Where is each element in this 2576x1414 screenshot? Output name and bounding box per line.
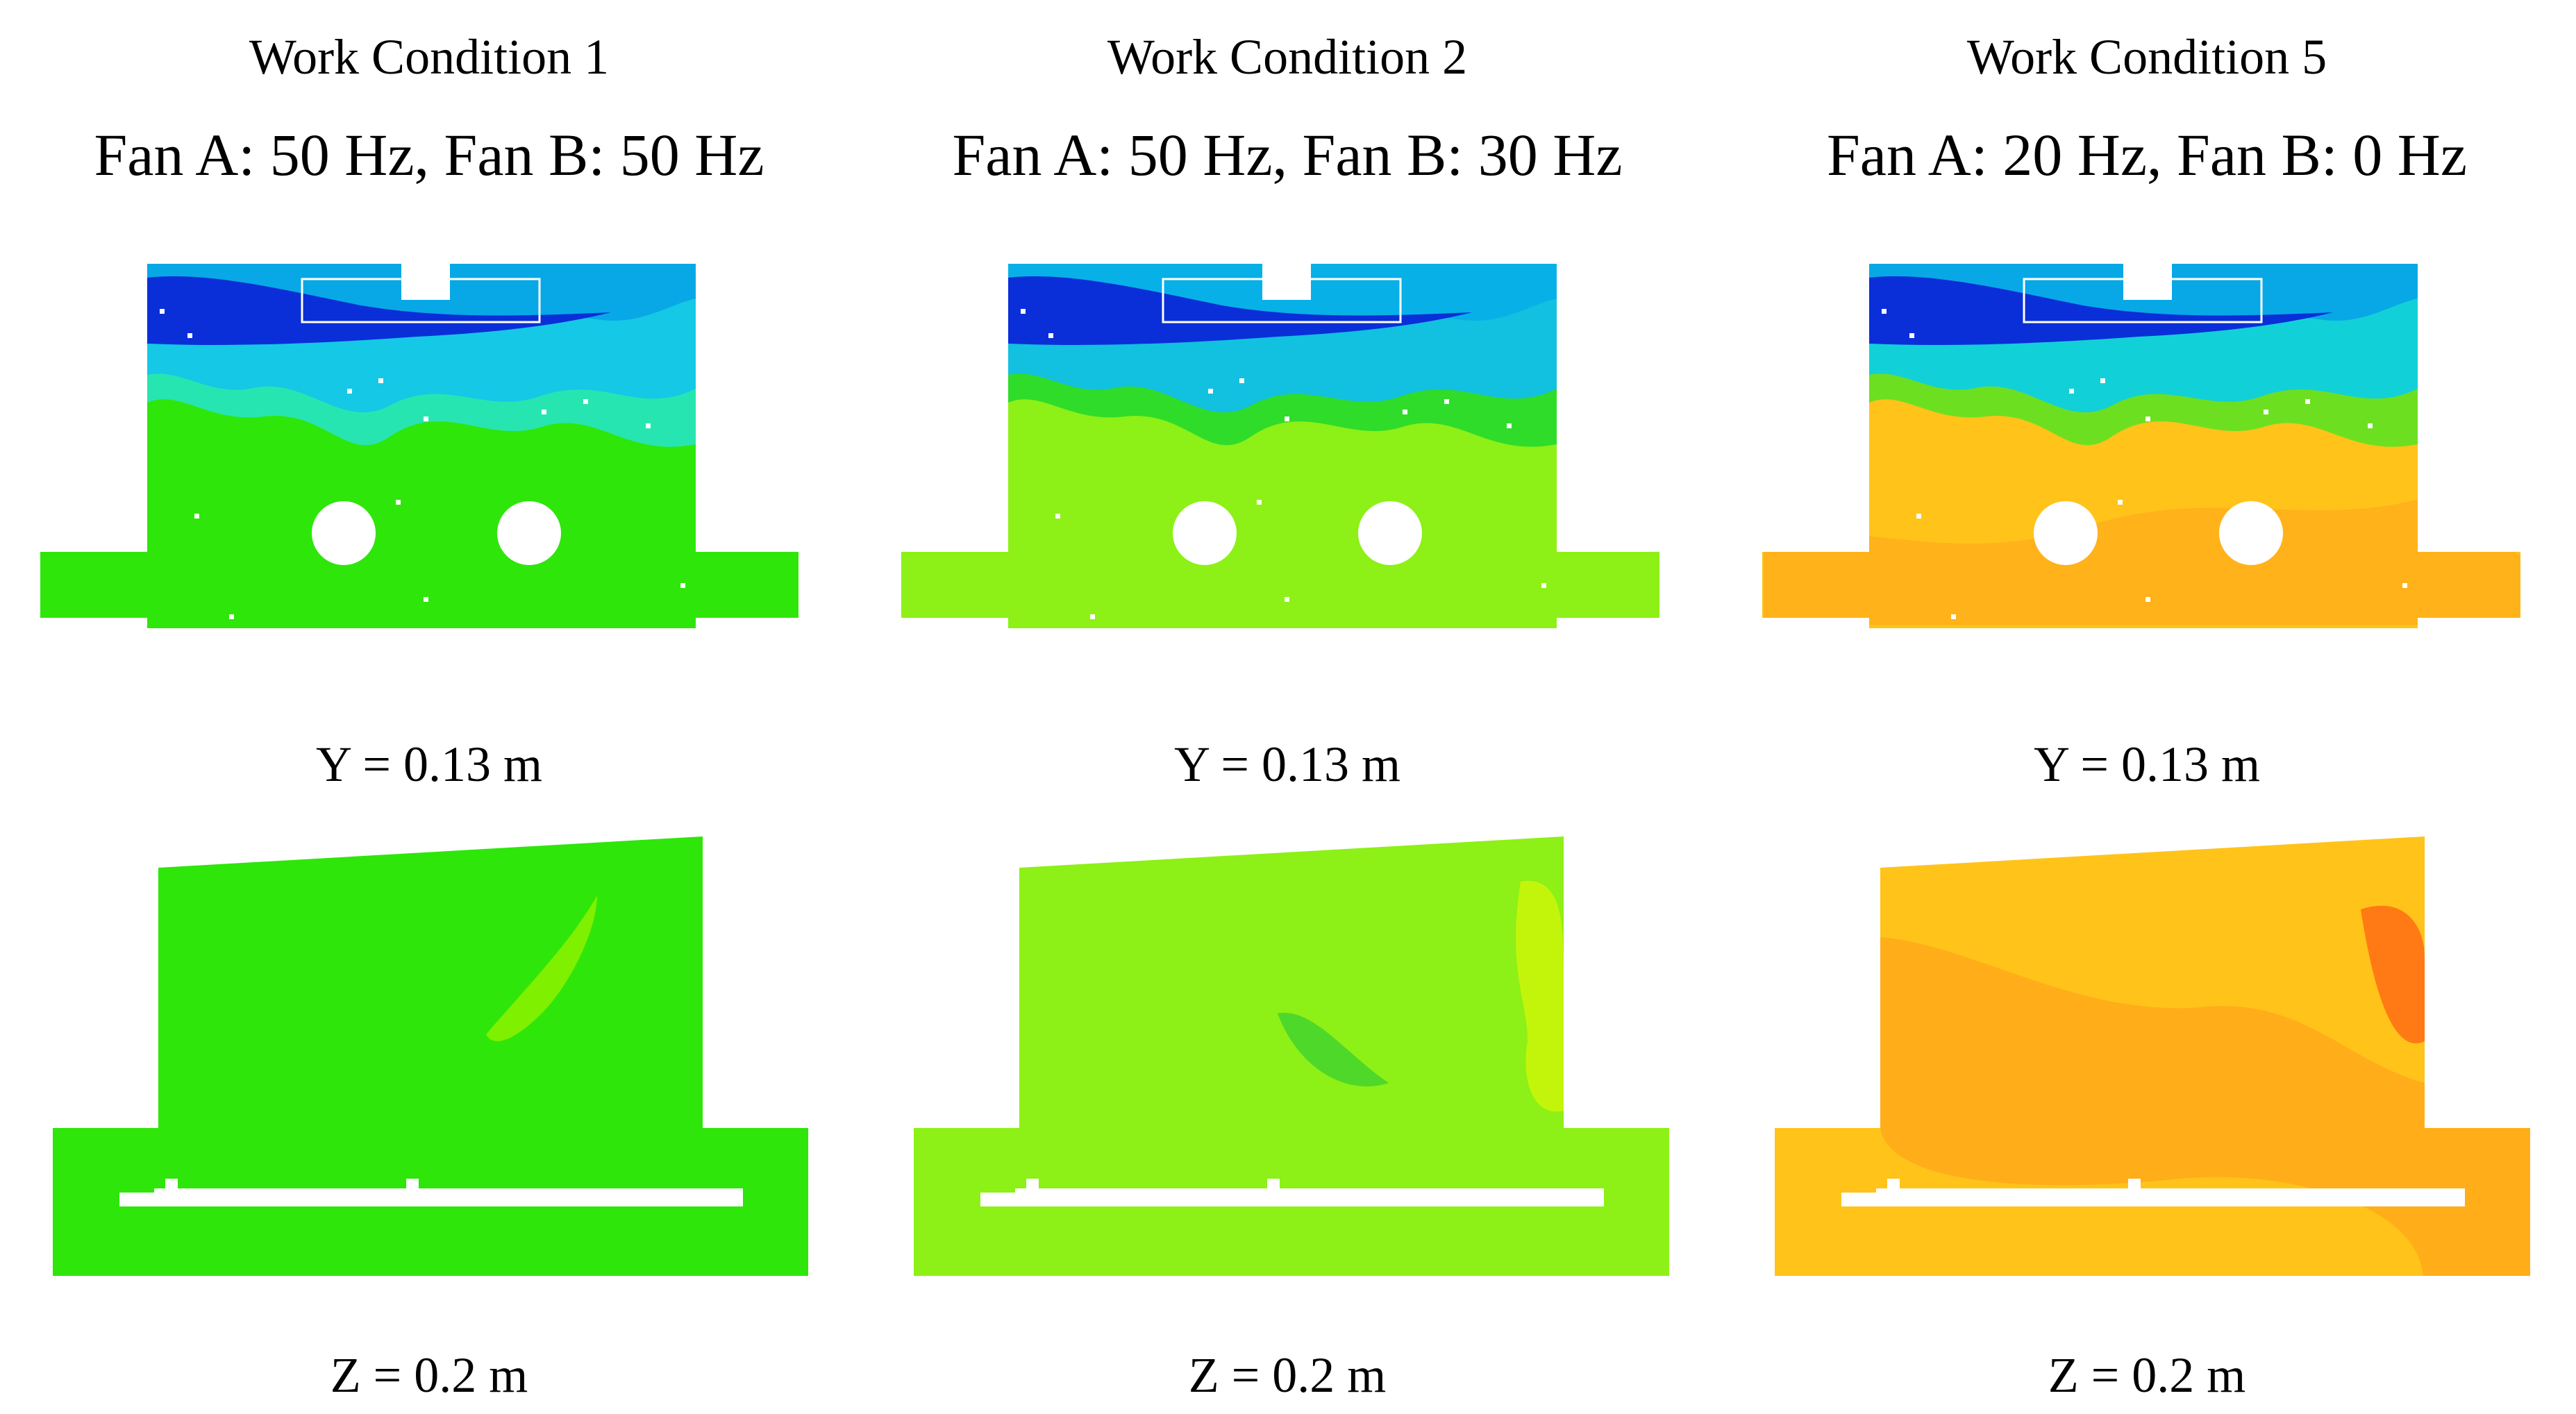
mesh-point xyxy=(1048,333,1053,338)
beam-top xyxy=(1015,1188,1604,1194)
mesh-point xyxy=(680,583,685,588)
condition-2-z-slice-label: Z = 0.2 m xyxy=(1188,1347,1387,1403)
mesh-point xyxy=(1208,389,1213,394)
condition-5-fan-settings: Fan A: 20 Hz, Fan B: 0 Hz xyxy=(1826,121,2468,188)
mesh-point xyxy=(347,389,352,394)
condition-1-z-slice-label: Z = 0.2 m xyxy=(330,1347,528,1403)
pipe-right xyxy=(1358,501,1422,565)
mesh-point xyxy=(2264,410,2268,414)
mesh-point xyxy=(1916,514,1921,519)
condition-2-fan-settings: Fan A: 50 Hz, Fan B: 30 Hz xyxy=(952,121,1623,188)
jet-core xyxy=(1869,276,2333,345)
mesh-point xyxy=(2146,416,2150,421)
inlet-outline xyxy=(301,278,541,323)
z-slice-field xyxy=(914,836,1669,1276)
mesh-point xyxy=(160,309,165,314)
condition-2-y-slice-contour xyxy=(901,264,1659,628)
mesh-point xyxy=(542,410,546,414)
y-slice-field xyxy=(901,264,1659,628)
mesh-point xyxy=(229,614,234,619)
mesh-point xyxy=(1909,333,1914,338)
mesh-point xyxy=(2069,389,2074,394)
mesh-point xyxy=(583,399,588,404)
support-block xyxy=(1267,1179,1280,1191)
mesh-point xyxy=(1257,500,1262,505)
y-slice-field xyxy=(1762,264,2520,628)
mesh-point xyxy=(1444,399,1449,404)
beam-top xyxy=(1876,1188,2465,1194)
mesh-point xyxy=(1285,597,1289,602)
floor-beam xyxy=(980,1193,1604,1206)
condition-2-z-slice-contour xyxy=(914,836,1669,1276)
z-slice-field xyxy=(53,836,808,1276)
mesh-point xyxy=(2118,500,2123,505)
condition-1-title: Work Condition 1 xyxy=(249,29,610,85)
condition-5-z-slice-contour xyxy=(1775,836,2530,1276)
condition-2-y-slice-label: Y = 0.13 m xyxy=(1174,737,1400,792)
support-block xyxy=(406,1179,419,1191)
mesh-point xyxy=(1055,514,1060,519)
mesh-point xyxy=(396,500,401,505)
support-block xyxy=(2128,1179,2141,1191)
support-block xyxy=(1564,1188,1576,1201)
pipe-right xyxy=(497,501,561,565)
pipe-left xyxy=(1173,501,1237,565)
beam-top xyxy=(154,1188,743,1194)
mesh-point xyxy=(1951,614,1956,619)
pipe-left xyxy=(312,501,376,565)
inlet-outline xyxy=(1162,278,1402,323)
mesh-point xyxy=(424,416,428,421)
mesh-point xyxy=(1403,410,1407,414)
mesh-point xyxy=(1507,423,1512,428)
pipe-left xyxy=(2034,501,2098,565)
floor-beam xyxy=(1841,1193,2465,1206)
warm-streak xyxy=(486,895,597,1041)
condition-5-y-slice-label: Y = 0.13 m xyxy=(2034,737,2260,792)
jet-core xyxy=(1008,276,1472,345)
mesh-point xyxy=(378,378,383,383)
support-block xyxy=(1026,1179,1039,1191)
mesh-point xyxy=(2305,399,2310,404)
condition-5-z-slice-label: Z = 0.2 m xyxy=(2048,1347,2246,1403)
support-block xyxy=(1887,1179,1900,1191)
mesh-point xyxy=(646,423,651,428)
floor-beam xyxy=(119,1193,743,1206)
inlet-outline xyxy=(2023,278,2263,323)
mesh-point xyxy=(2146,597,2150,602)
condition-5-title: Work Condition 5 xyxy=(1966,29,2327,85)
mesh-point xyxy=(187,333,192,338)
condition-5-y-slice-contour xyxy=(1762,264,2520,628)
mesh-point xyxy=(1882,309,1887,314)
pipe-right xyxy=(2219,501,2283,565)
mesh-point xyxy=(1541,583,1546,588)
condition-1-fan-settings: Fan A: 50 Hz, Fan B: 50 Hz xyxy=(94,121,764,188)
support-block xyxy=(165,1179,178,1191)
mesh-point xyxy=(1239,378,1244,383)
jet-core xyxy=(147,276,611,345)
y-slice-field xyxy=(40,264,798,628)
hottest-zone xyxy=(2361,905,2425,1044)
cool-pocket xyxy=(1278,1013,1389,1087)
mesh-point xyxy=(2100,378,2105,383)
mesh-point xyxy=(1090,614,1095,619)
mesh-point xyxy=(194,514,199,519)
mesh-point xyxy=(1285,416,1289,421)
mesh-point xyxy=(1021,309,1026,314)
warm-region xyxy=(1764,500,2520,625)
mesh-point xyxy=(2368,423,2373,428)
support-block xyxy=(703,1188,715,1201)
condition-1-y-slice-contour xyxy=(40,264,798,628)
condition-2-title: Work Condition 2 xyxy=(1107,29,1468,85)
warm-zone xyxy=(1516,881,1564,1112)
condition-1-z-slice-contour xyxy=(53,836,808,1276)
mesh-point xyxy=(2402,583,2407,588)
condition-1-y-slice-label: Y = 0.13 m xyxy=(316,737,542,792)
support-block xyxy=(2425,1188,2437,1201)
mesh-point xyxy=(424,597,428,602)
